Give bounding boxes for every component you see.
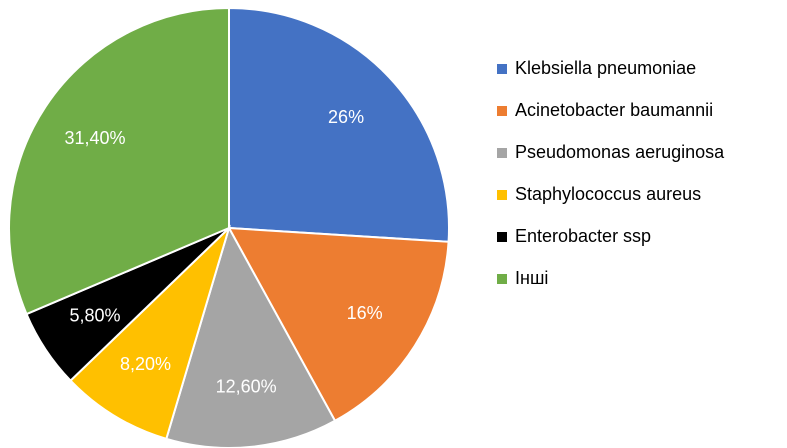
- data-label: 31,40%: [65, 128, 126, 148]
- data-label: 12,60%: [216, 376, 277, 396]
- legend-label: Staphylococcus aureus: [515, 184, 701, 204]
- data-label: 16%: [347, 303, 383, 323]
- data-label: 26%: [328, 107, 364, 127]
- data-label: 8,20%: [120, 354, 171, 374]
- legend-swatch: [497, 190, 507, 200]
- pie-slice: [69, 224, 232, 441]
- legend-swatch: [497, 232, 507, 242]
- legend-label: Klebsiella pneumoniae: [515, 58, 696, 78]
- data-label: 5,80%: [70, 305, 121, 325]
- legend-swatch: [497, 64, 507, 74]
- legend-label: Acinetobacter baumannii: [515, 100, 713, 120]
- pie-slice: [8, 6, 230, 316]
- legend-label: Pseudomonas aeruginosa: [515, 142, 725, 162]
- pie-slice: [227, 226, 450, 423]
- pie-slice: [165, 225, 337, 448]
- pie-slice: [228, 6, 450, 243]
- legend-swatch: [497, 274, 507, 284]
- legend-label: Enterobacter ssp: [515, 226, 651, 246]
- legend-swatch: [497, 148, 507, 158]
- legend-swatch: [497, 106, 507, 116]
- legend-label: Інші: [515, 268, 548, 288]
